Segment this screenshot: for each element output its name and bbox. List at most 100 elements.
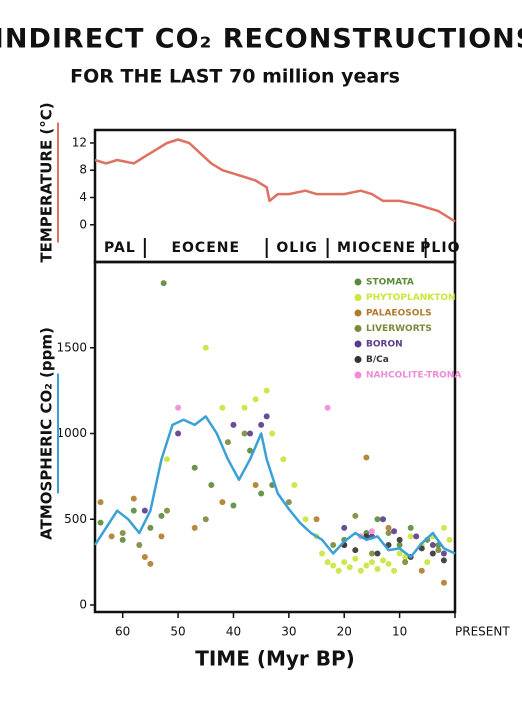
co2-frame [93, 260, 457, 614]
y-axis-label: ATMOSPHERIC CO₂ (ppm) [38, 327, 56, 540]
legend-label: PHYTOPLANKTON [366, 293, 456, 303]
data-point [374, 550, 381, 557]
data-point [130, 507, 137, 514]
y-tick-label: 1500 [56, 340, 87, 354]
data-point [352, 547, 359, 554]
data-point [191, 464, 198, 471]
data-point [164, 507, 170, 514]
data-point [341, 559, 348, 566]
x-tick-label: 60 [115, 625, 130, 639]
legend-swatch [354, 278, 362, 286]
data-point [341, 524, 348, 531]
data-point [385, 529, 392, 536]
x-tick-label: 40 [226, 625, 241, 639]
data-point [357, 567, 364, 574]
data-point [252, 396, 259, 403]
data-point [119, 536, 126, 543]
data-point [363, 562, 370, 569]
data-point [302, 516, 309, 523]
data-point [440, 579, 447, 586]
data-point [429, 541, 436, 548]
data-point [440, 524, 447, 531]
data-point [440, 557, 447, 564]
legend-swatch [354, 371, 362, 379]
data-point [97, 519, 104, 526]
data-point [175, 430, 182, 437]
legend-label: LIVERWORTS [366, 324, 432, 334]
data-point [263, 387, 270, 394]
legend-label: NAHCOLITE-TRONA [366, 371, 461, 381]
data-point [258, 490, 265, 497]
data-point [380, 557, 386, 564]
data-point [175, 404, 182, 411]
data-point [263, 413, 270, 420]
y-tick-label: 500 [64, 512, 87, 526]
epoch-label: OLIG [276, 240, 318, 256]
data-point [285, 499, 292, 506]
legend-swatch [354, 294, 362, 301]
data-point [160, 280, 167, 287]
data-point [224, 439, 231, 446]
co2-smoothed-line [93, 415, 456, 559]
data-point [352, 512, 359, 519]
data-point [368, 559, 375, 566]
data-point [319, 550, 326, 557]
data-point [391, 528, 398, 535]
data-point [147, 560, 154, 567]
data-point [208, 481, 215, 488]
legend-swatch [354, 309, 362, 317]
data-point [429, 550, 436, 557]
legend-swatch [354, 356, 362, 363]
data-point [141, 553, 148, 560]
data-point [374, 565, 381, 572]
data-point [230, 421, 237, 428]
data-point [440, 550, 447, 557]
data-point [335, 567, 342, 574]
data-point [258, 421, 265, 428]
data-point [396, 550, 403, 557]
data-point [247, 447, 254, 454]
legend-swatch [354, 325, 362, 332]
epoch-label: PLIO [420, 240, 460, 256]
data-point [158, 533, 165, 540]
data-point [385, 560, 392, 567]
data-point [158, 512, 165, 519]
data-point [191, 524, 198, 531]
y-tick-label: 4 [79, 190, 87, 204]
legend-swatch [354, 340, 362, 348]
y-tick-label: 0 [79, 598, 87, 612]
data-point [108, 533, 115, 540]
data-point [97, 499, 104, 506]
y-tick-label: 0 [79, 217, 87, 231]
y-tick-label: 12 [72, 135, 87, 149]
data-point [424, 559, 431, 566]
temperature-line [94, 138, 456, 223]
data-point [230, 502, 237, 509]
legend-label: B/Ca [366, 355, 389, 365]
data-point [391, 567, 398, 574]
data-point [407, 533, 414, 540]
data-point [363, 454, 370, 461]
epoch-label: PAL [104, 240, 136, 256]
data-point [385, 524, 392, 531]
legend-label: STOMATA [366, 278, 414, 288]
data-point [164, 456, 170, 463]
data-point [396, 536, 403, 543]
data-point [407, 524, 414, 531]
x-tick-label: PRESENT [455, 625, 510, 639]
data-point [324, 559, 331, 566]
data-point [141, 507, 148, 514]
data-point [418, 567, 425, 574]
data-point [380, 516, 386, 523]
data-point [346, 564, 353, 571]
title: INDIRECT CO₂ RECONSTRUCTIONS [0, 24, 522, 55]
data-point [313, 516, 320, 523]
data-point [130, 495, 137, 502]
data-point [402, 559, 409, 566]
data-point [330, 541, 337, 548]
y-tick-label: 8 [79, 163, 87, 177]
y-tick-label: 1000 [56, 426, 87, 440]
data-point [324, 404, 331, 411]
epoch-label: MIOCENE [337, 240, 416, 256]
